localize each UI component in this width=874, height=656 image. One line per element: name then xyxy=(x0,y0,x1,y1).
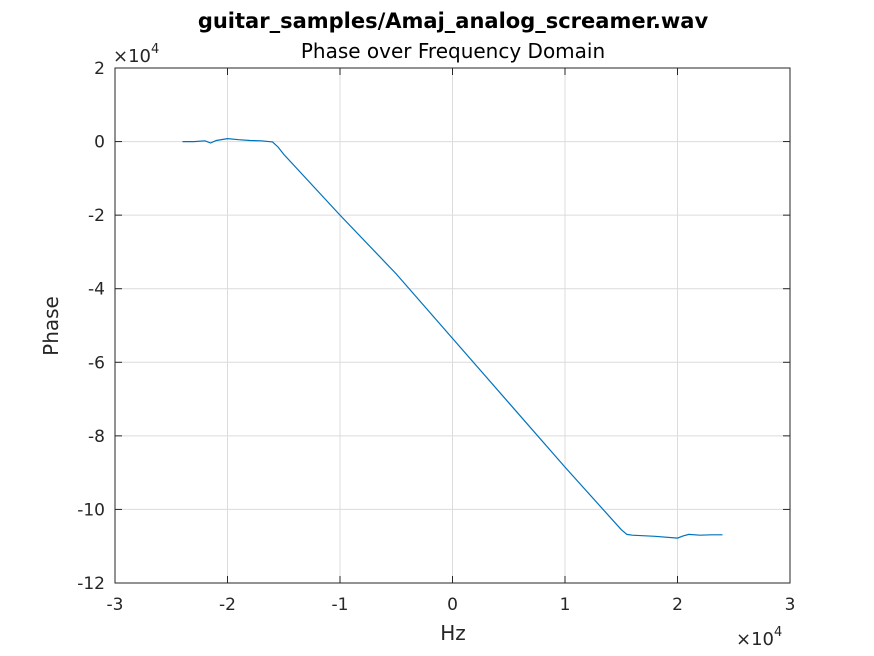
svg-text:×104: ×104 xyxy=(113,42,159,67)
chart-subtitle: Phase over Frequency Domain xyxy=(301,39,605,63)
y-tick-label: -8 xyxy=(88,427,105,447)
x-exponent-base: ×10 xyxy=(736,629,774,650)
grid xyxy=(115,68,790,583)
x-tick-label: 3 xyxy=(785,595,796,615)
y-exponent-power: 4 xyxy=(151,42,159,57)
y-tick-label: -10 xyxy=(77,500,105,520)
x-tick-label: -2 xyxy=(219,595,236,615)
x-exponent-power: 4 xyxy=(774,625,782,640)
y-tick-label: 0 xyxy=(94,133,105,153)
y-exponent-label: ×104 xyxy=(113,42,159,67)
x-tick-label: -3 xyxy=(107,595,124,615)
x-tick-label: 1 xyxy=(560,595,571,615)
y-tick-label: -12 xyxy=(77,574,105,594)
y-exponent-base: ×10 xyxy=(113,46,151,67)
y-tick-label: -2 xyxy=(88,206,105,226)
svg-text:×104: ×104 xyxy=(736,625,782,650)
x-exponent-label: ×104 xyxy=(736,625,782,650)
x-tick-label: 0 xyxy=(447,595,458,615)
y-tick-label: 2 xyxy=(94,59,105,79)
y-tick-label: -6 xyxy=(88,353,105,373)
y-axis-label: Phase xyxy=(39,296,63,356)
tick-labels: -3 -2 -1 0 1 2 320-2-4-6-8-10-12 xyxy=(77,59,795,615)
x-tick-label: 2 xyxy=(672,595,683,615)
y-tick-label: -4 xyxy=(88,280,105,300)
axes-frame xyxy=(114,67,791,584)
chart-title: guitar_samples/Amaj_analog_screamer.wav xyxy=(198,9,709,33)
x-tick-label: -1 xyxy=(332,595,349,615)
phase-series-line xyxy=(182,137,723,539)
x-axis-label: Hz xyxy=(440,621,466,645)
